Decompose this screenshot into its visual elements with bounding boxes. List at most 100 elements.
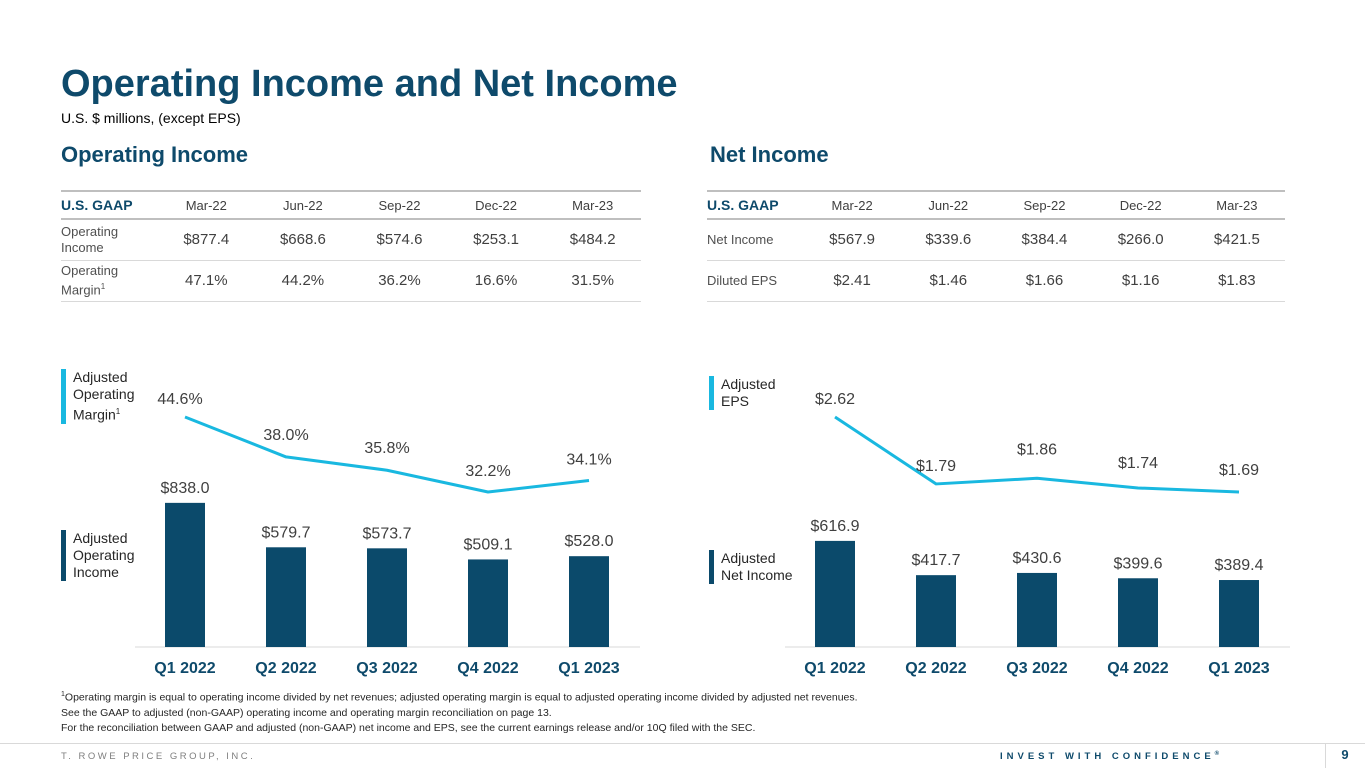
column-header: Mar-23	[572, 197, 614, 213]
table-label: U.S. GAAP	[61, 197, 133, 213]
line-series	[184, 415, 590, 494]
table-label: U.S. GAAP	[707, 197, 779, 213]
column-header: Mar-22	[831, 197, 873, 213]
net-income-chart: $616.9 Q1 2022 $417.7 Q2 2022 $430.6 Q3 2022 $…	[785, 391, 1290, 677]
x-tick-label: Q2 2022	[905, 660, 966, 677]
legend-label: Adjusted Operating Margin	[73, 369, 135, 423]
column-header: Mar-22	[185, 197, 227, 213]
legend-adjusted-eps: Adjusted EPS	[709, 376, 797, 410]
bar-data-label: $579.7	[262, 524, 311, 541]
bar	[1219, 580, 1259, 647]
table-cell: $877.4	[183, 231, 230, 249]
table-row: Operating Margin1 47.1% 44.2% 36.2% 16.6…	[61, 260, 641, 301]
net-income-heading: Net Income	[710, 142, 829, 167]
operating-income-gaap-table: U.S. GAAP Mar-22 Jun-22 Sep-22 Dec-22 Ma…	[61, 190, 641, 302]
bar	[165, 502, 205, 647]
x-tick-label: Q2 2022	[255, 660, 316, 677]
page-title: Operating Income and Net Income	[61, 63, 678, 105]
line-series	[834, 415, 1240, 494]
table-row: Diluted EPS $2.41 $1.46 $1.66 $1.16 $1.8…	[707, 260, 1285, 301]
footnote-3: For the reconciliation between GAAP and …	[61, 721, 756, 734]
row-label: Net Income	[707, 231, 774, 247]
column-header: Jun-22	[283, 197, 323, 213]
column-header: Sep-22	[1023, 197, 1066, 213]
table-cell: $266.0	[1117, 231, 1164, 249]
registered-mark: ®	[1214, 751, 1224, 757]
legend-adjusted-net-income: Adjusted Net Income	[709, 550, 797, 584]
bar-data-label: $573.7	[363, 525, 412, 542]
table-cell: $384.4	[1021, 231, 1068, 249]
legend-adjusted-operating-income: Adjusted Operating Income	[61, 530, 155, 581]
x-tick-label: Q3 2022	[356, 660, 417, 677]
row-label: Operating Income	[61, 223, 119, 255]
column-header: Sep-22	[378, 197, 421, 213]
line-data-label: $1.69	[1219, 462, 1259, 479]
tagline: INVEST WITH CONFIDENCE®	[1000, 751, 1223, 762]
bar-data-label: $399.6	[1114, 555, 1163, 572]
x-tick-label: Q1 2023	[558, 660, 619, 677]
bar-data-label: $838.0	[161, 480, 210, 497]
table-cell: $574.6	[376, 231, 423, 249]
row-label: Operating Margin1	[61, 260, 158, 301]
bar-data-label: $616.9	[811, 518, 860, 535]
column-header: Mar-23	[1216, 197, 1258, 213]
bar	[1118, 578, 1158, 647]
net-income-gaap-table: U.S. GAAP Mar-22 Jun-22 Sep-22 Dec-22 Ma…	[707, 190, 1285, 302]
table-cell: $339.6	[925, 231, 972, 249]
line-data-label: 32.2%	[465, 463, 510, 480]
x-tick-label: Q1 2022	[154, 660, 215, 677]
bar-data-label: $528.0	[565, 533, 614, 550]
table-cell: $1.83	[1218, 272, 1256, 289]
table-row: Net Income $567.9 $339.6 $384.4 $266.0 $…	[707, 219, 1285, 260]
column-header: Jun-22	[928, 197, 969, 213]
operating-income-chart: $838.0 Q1 2022 $579.7 Q2 2022 $573.7 Q3 2022 $…	[135, 391, 640, 677]
table-cell: $1.16	[1121, 272, 1160, 289]
line-data-label: $2.62	[815, 391, 855, 408]
x-tick-label: Q1 2023	[1208, 660, 1269, 677]
bar	[1017, 572, 1057, 647]
footnote-text: Operating margin is equal to operating i…	[64, 691, 858, 704]
bar	[367, 548, 407, 647]
row-label-text: Operating Margin	[61, 262, 119, 298]
table-cell: 47.1%	[185, 272, 228, 289]
x-tick-label: Q1 2022	[804, 660, 865, 677]
bar	[815, 540, 855, 647]
table-cell: 44.2%	[281, 272, 325, 289]
page-number: 9	[1341, 747, 1349, 762]
footnote-2: See the GAAP to adjusted (non-GAAP) oper…	[61, 706, 552, 719]
footnote-1: 1Operating margin is equal to operating …	[61, 687, 858, 706]
footer-divider	[0, 743, 1365, 744]
x-tick-label: Q4 2022	[1107, 660, 1168, 677]
table-cell: $1.66	[1025, 272, 1064, 289]
company-name: T. ROWE PRICE GROUP, INC.	[61, 751, 256, 762]
table-cell: $484.2	[569, 231, 616, 249]
table-cell: $1.46	[929, 272, 968, 289]
legend-adjusted-operating-margin: Adjusted Operating Margin1	[61, 369, 155, 424]
x-tick-label: Q4 2022	[457, 660, 518, 677]
line-data-label: $1.86	[1017, 441, 1057, 458]
table-row: Operating Income $877.4 $668.6 $574.6 $2…	[61, 219, 641, 260]
bar-data-label: $389.4	[1215, 557, 1264, 574]
line-data-label: 34.1%	[566, 452, 611, 469]
footnote-ref: 1	[100, 281, 106, 291]
line-data-label: $1.79	[916, 458, 956, 475]
line-data-label: 35.8%	[364, 440, 409, 457]
table-cell: $2.41	[833, 272, 871, 289]
line-data-label: 44.6%	[157, 391, 202, 408]
line-data-label: $1.74	[1118, 455, 1158, 472]
bar-data-label: $509.1	[464, 536, 513, 553]
bar-data-label: $417.7	[912, 552, 961, 569]
footnote-marker: 1	[61, 691, 65, 698]
bar	[569, 556, 609, 647]
table-header-row: U.S. GAAP Mar-22 Jun-22 Sep-22 Dec-22 Ma…	[707, 191, 1285, 219]
x-tick-label: Q3 2022	[1006, 660, 1067, 677]
bar	[916, 575, 956, 647]
operating-income-heading: Operating Income	[61, 142, 249, 167]
row-label: Diluted EPS	[707, 272, 778, 288]
tagline-text: INVEST WITH CONFIDENCE	[1000, 751, 1215, 763]
table-cell: 36.2%	[378, 272, 421, 289]
footnote-ref: 1	[115, 407, 121, 416]
table-cell: $421.5	[1213, 231, 1260, 249]
page-subtitle: U.S. $ millions, (except EPS)	[61, 110, 241, 126]
column-header: Dec-22	[475, 197, 518, 213]
